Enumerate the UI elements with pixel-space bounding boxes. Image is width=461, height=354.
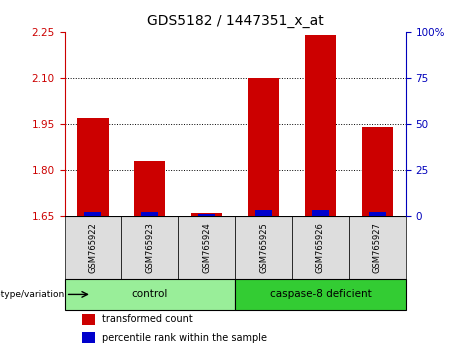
Bar bbox=[121, 216, 178, 279]
Bar bbox=[235, 216, 292, 279]
Bar bbox=[235, 279, 406, 310]
Bar bbox=[65, 279, 235, 310]
Bar bbox=[255, 210, 272, 216]
Bar bbox=[198, 214, 215, 216]
Text: GSM765924: GSM765924 bbox=[202, 222, 211, 273]
Bar bbox=[292, 216, 349, 279]
Text: GSM765922: GSM765922 bbox=[89, 222, 97, 273]
Text: caspase-8 deficient: caspase-8 deficient bbox=[270, 290, 371, 299]
Text: GSM765926: GSM765926 bbox=[316, 222, 325, 273]
Bar bbox=[65, 216, 121, 279]
Bar bbox=[84, 212, 101, 216]
Text: control: control bbox=[132, 290, 168, 299]
Bar bbox=[191, 213, 222, 216]
Text: GSM765927: GSM765927 bbox=[373, 222, 382, 273]
Text: GSM765925: GSM765925 bbox=[259, 222, 268, 273]
Bar bbox=[248, 78, 279, 216]
Bar bbox=[369, 212, 386, 216]
Bar bbox=[142, 212, 159, 216]
Bar bbox=[134, 160, 165, 216]
Text: GSM765923: GSM765923 bbox=[145, 222, 154, 273]
Title: GDS5182 / 1447351_x_at: GDS5182 / 1447351_x_at bbox=[147, 14, 324, 28]
Text: genotype/variation: genotype/variation bbox=[0, 290, 65, 299]
Bar bbox=[349, 216, 406, 279]
Bar bbox=[305, 35, 336, 216]
Bar bbox=[77, 118, 109, 216]
Text: percentile rank within the sample: percentile rank within the sample bbox=[102, 333, 267, 343]
Bar bbox=[361, 127, 393, 216]
Bar bbox=[82, 314, 95, 325]
Bar bbox=[82, 332, 95, 343]
Text: transformed count: transformed count bbox=[102, 314, 193, 324]
Bar bbox=[178, 216, 235, 279]
Bar bbox=[312, 210, 329, 216]
